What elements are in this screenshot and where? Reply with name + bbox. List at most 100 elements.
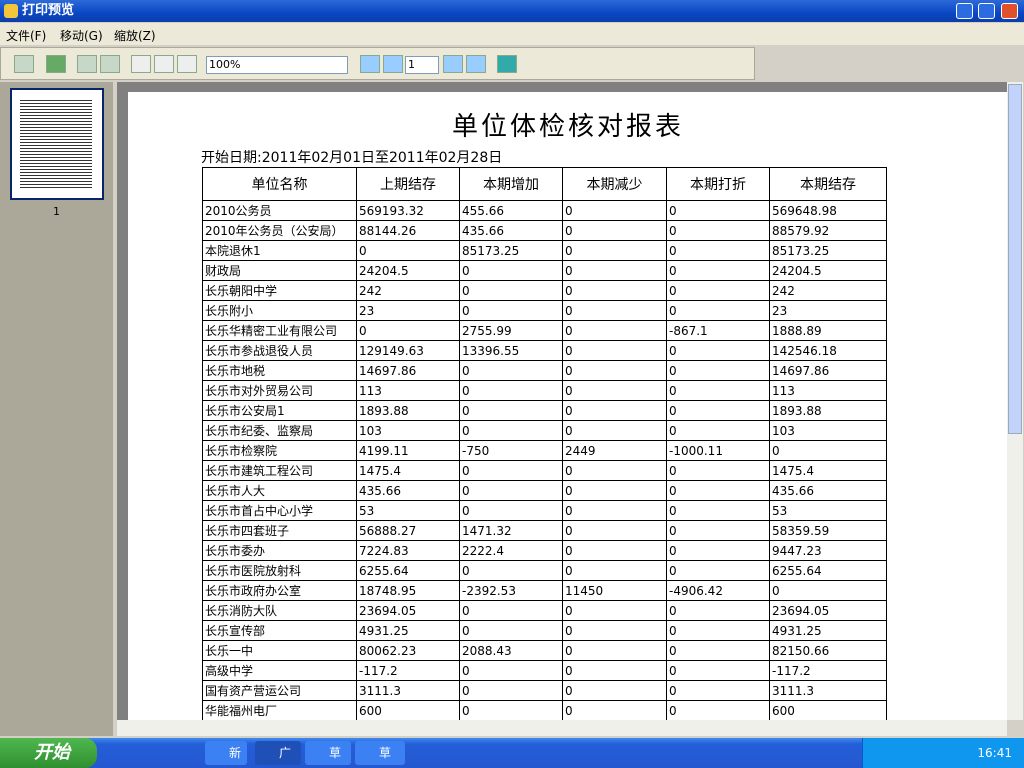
number-cell: 0 [459,360,563,381]
taskbar-item-label: 新 [229,746,242,760]
page-setup-button[interactable] [131,55,151,73]
zoom-select[interactable]: 100% [206,56,348,74]
table-row: 2010年公务员（公安局） 88144.26 435.66 0 0 88579.92 [202,220,887,241]
number-cell: 56888.27 [356,520,460,541]
unit-name-cell: 本院退休1 [202,240,357,261]
number-cell: -867.1 [666,320,770,341]
number-cell: 14697.86 [356,360,460,381]
table-row: 长乐附小 23 0 0 0 23 [202,300,887,321]
number-cell: 0 [459,620,563,641]
number-cell: 0 [666,460,770,481]
number-cell: 0 [666,300,770,321]
column-header: 本期增加 [459,167,563,201]
taskbar-item[interactable]: 新 [205,741,247,765]
page-input[interactable]: 1 [405,56,439,74]
number-cell: 142546.18 [769,340,887,361]
taskbar-item[interactable]: 草 [305,741,351,765]
number-cell: 0 [562,460,667,481]
number-cell: 0 [666,500,770,521]
number-cell: 85173.25 [769,240,887,261]
number-cell: 11450 [562,580,667,601]
number-cell: 0 [562,260,667,281]
table-row: 长乐市参战退役人员 129149.63 13396.55 0 0 142546.18 [202,340,887,361]
taskbar-item[interactable]: 广 [255,741,301,765]
table-row: 长乐市建筑工程公司 1475.4 0 0 0 1475.4 [202,460,887,481]
taskbar-item-label: 草 [379,746,392,760]
taskbar-item-label: 草 [329,746,342,760]
number-cell: 242 [356,280,460,301]
column-header: 本期结存 [769,167,887,201]
prev-page-button[interactable] [383,55,403,73]
start-button[interactable]: 开始 [0,738,97,768]
number-cell: 0 [666,640,770,661]
thumbnail-label: 1 [53,205,60,218]
number-cell: 0 [562,280,667,301]
unit-name-cell: 长乐市医院放射科 [202,560,357,581]
table-row: 财政局 24204.5 0 0 0 24204.5 [202,260,887,281]
number-cell: 0 [459,260,563,281]
title-bar: 打印预览 [0,0,1024,22]
number-cell: 0 [666,420,770,441]
page-view-button[interactable] [177,55,197,73]
number-cell: 0 [459,380,563,401]
number-cell: 85173.25 [459,240,563,261]
number-cell: 0 [356,240,460,261]
close-preview-button[interactable] [497,55,517,73]
horizontal-scrollbar[interactable] [117,720,1007,736]
unit-name-cell: 高级中学 [202,660,357,681]
number-cell: 6255.64 [769,560,887,581]
scroll-thumb[interactable] [1008,84,1022,434]
number-cell: 0 [562,620,667,641]
number-cell: 0 [459,660,563,681]
number-cell: 3111.3 [356,680,460,701]
number-cell: 0 [459,600,563,621]
number-cell: 1888.89 [769,320,887,341]
table-row: 华能福州电厂 600 0 0 0 600 [202,700,887,720]
close-button[interactable] [1001,3,1018,19]
unit-name-cell: 长乐市建筑工程公司 [202,460,357,481]
number-cell: 0 [459,700,563,720]
number-cell: 0 [666,600,770,621]
number-cell: 4931.25 [356,620,460,641]
number-cell: 0 [666,560,770,581]
number-cell: -117.2 [769,660,887,681]
save-button[interactable] [46,55,66,73]
zoom-button[interactable] [14,55,34,73]
taskbar-item-label: 广 [279,746,292,760]
number-cell: 1475.4 [769,460,887,481]
number-cell: 0 [562,340,667,361]
taskbar-item[interactable]: 草 [355,741,405,765]
table-row: 长乐市公安局1 1893.88 0 0 0 1893.88 [202,400,887,421]
page-thumbnail[interactable] [10,88,104,200]
unit-name-cell: 长乐一中 [202,640,357,661]
minimize-button[interactable] [956,3,973,19]
report-date-range: 开始日期:2011年02月01日至2011年02月28日 [201,150,503,166]
thumbnail-content [20,100,92,190]
number-cell: 0 [562,660,667,681]
menu-item[interactable]: 移动(G) [60,29,103,43]
number-cell: 0 [562,420,667,441]
toolbar: 100% 1 [0,47,755,80]
last-page-button[interactable] [466,55,486,73]
column-header: 单位名称 [202,167,357,201]
number-cell: 4931.25 [769,620,887,641]
vertical-scrollbar[interactable] [1007,82,1023,720]
clock: 16:41 [977,746,1012,760]
first-page-button[interactable] [360,55,380,73]
table-row: 长乐一中 80062.23 2088.43 0 0 82150.66 [202,640,887,661]
number-cell: 0 [769,440,887,461]
menu-item[interactable]: 文件(F) [6,29,47,43]
number-cell: 0 [459,460,563,481]
number-cell: 1893.88 [769,400,887,421]
number-cell: 129149.63 [356,340,460,361]
number-cell: -2392.53 [459,580,563,601]
menu-item[interactable]: 缩放(Z) [114,29,156,43]
maximize-button[interactable] [978,3,995,19]
unit-name-cell: 长乐消防大队 [202,600,357,621]
next-page-button[interactable] [443,55,463,73]
number-cell: 455.66 [459,200,563,221]
table-row: 2010公务员 569193.32 455.66 0 0 569648.98 [202,200,887,221]
page-view-button[interactable] [154,55,174,73]
find-button[interactable] [77,55,97,73]
print-button[interactable] [100,55,120,73]
